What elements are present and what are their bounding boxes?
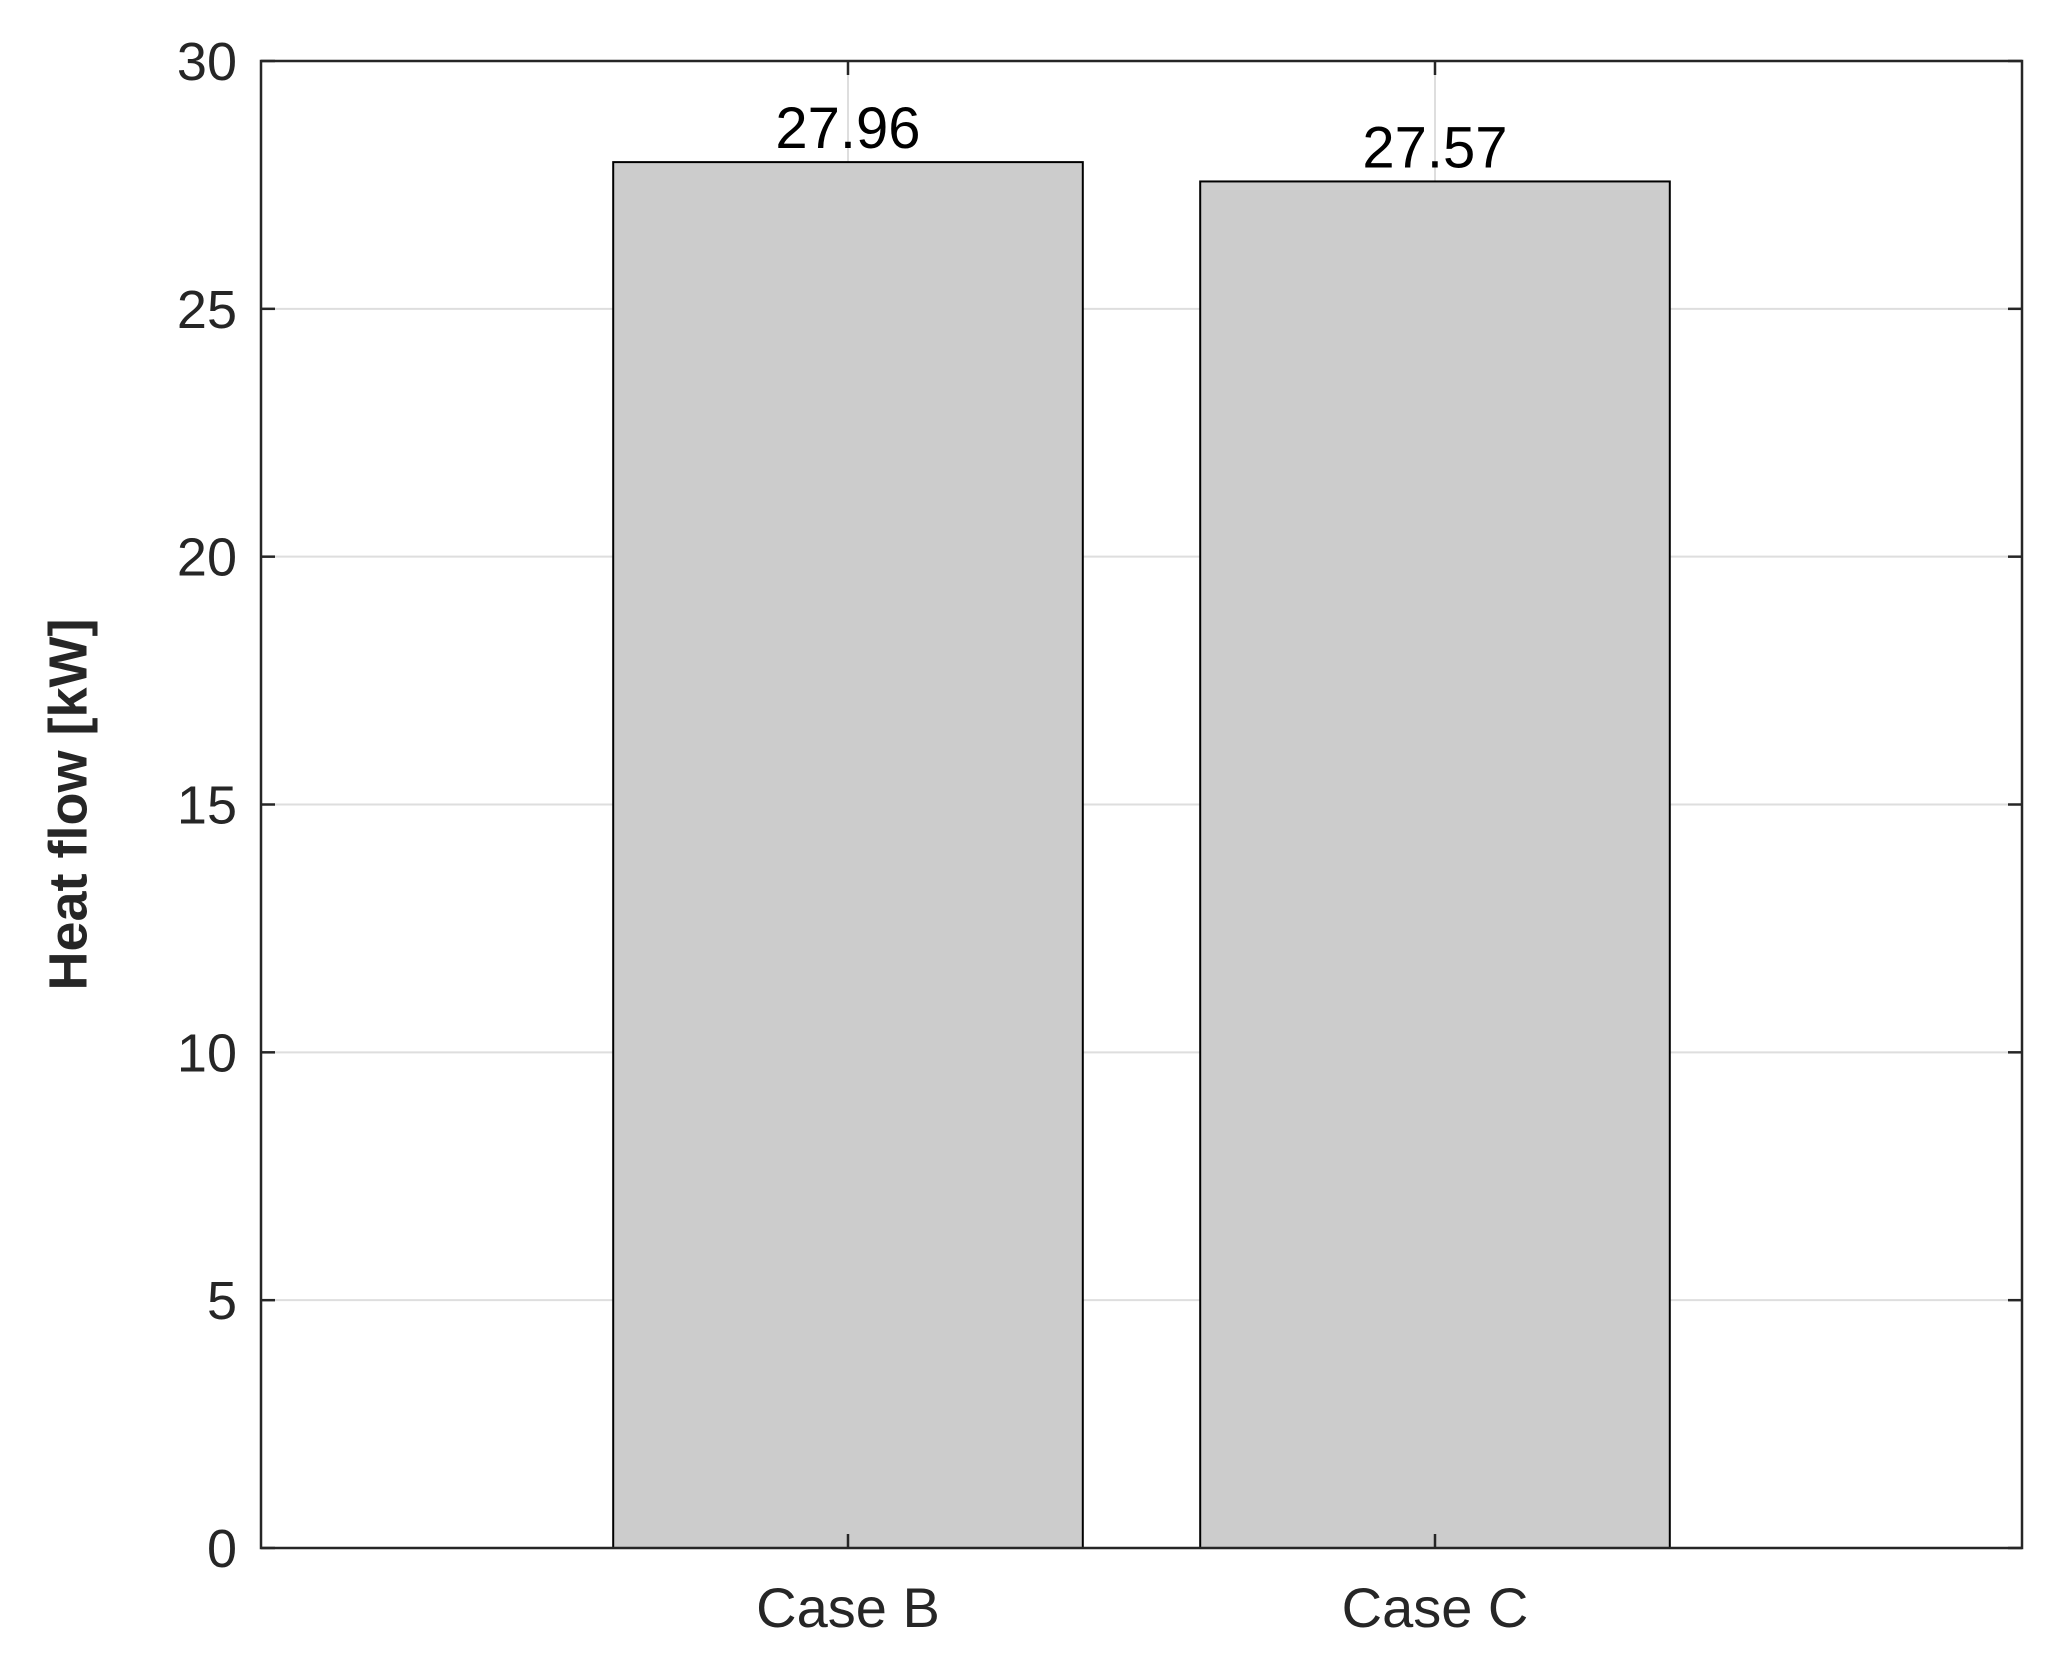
- axes: [259, 59, 2024, 1550]
- bars: [612, 161, 1671, 1550]
- y-tick-label: 0: [207, 1519, 237, 1579]
- bar-case-b: [612, 161, 1084, 1550]
- bar-case-c: [1199, 180, 1671, 1549]
- y-tick-label: 20: [177, 528, 237, 588]
- y-tick-label: 30: [177, 32, 237, 92]
- x-tick-label: Case B: [756, 1576, 940, 1639]
- data-label: 27.57: [1362, 115, 1507, 180]
- x-tick-label: Case C: [1342, 1576, 1529, 1639]
- y-axis-label: Heat flow [kW]: [38, 619, 98, 991]
- y-tick-label: 15: [177, 776, 237, 836]
- y-tick-label: 25: [177, 280, 237, 340]
- y-tick-label: 10: [177, 1023, 237, 1083]
- data-label: 27.96: [775, 96, 920, 161]
- y-tick-label: 5: [207, 1271, 237, 1331]
- labels: 27.96 27.57 0 5 10 15 20 25 30 Case B Case C: [177, 32, 1528, 1639]
